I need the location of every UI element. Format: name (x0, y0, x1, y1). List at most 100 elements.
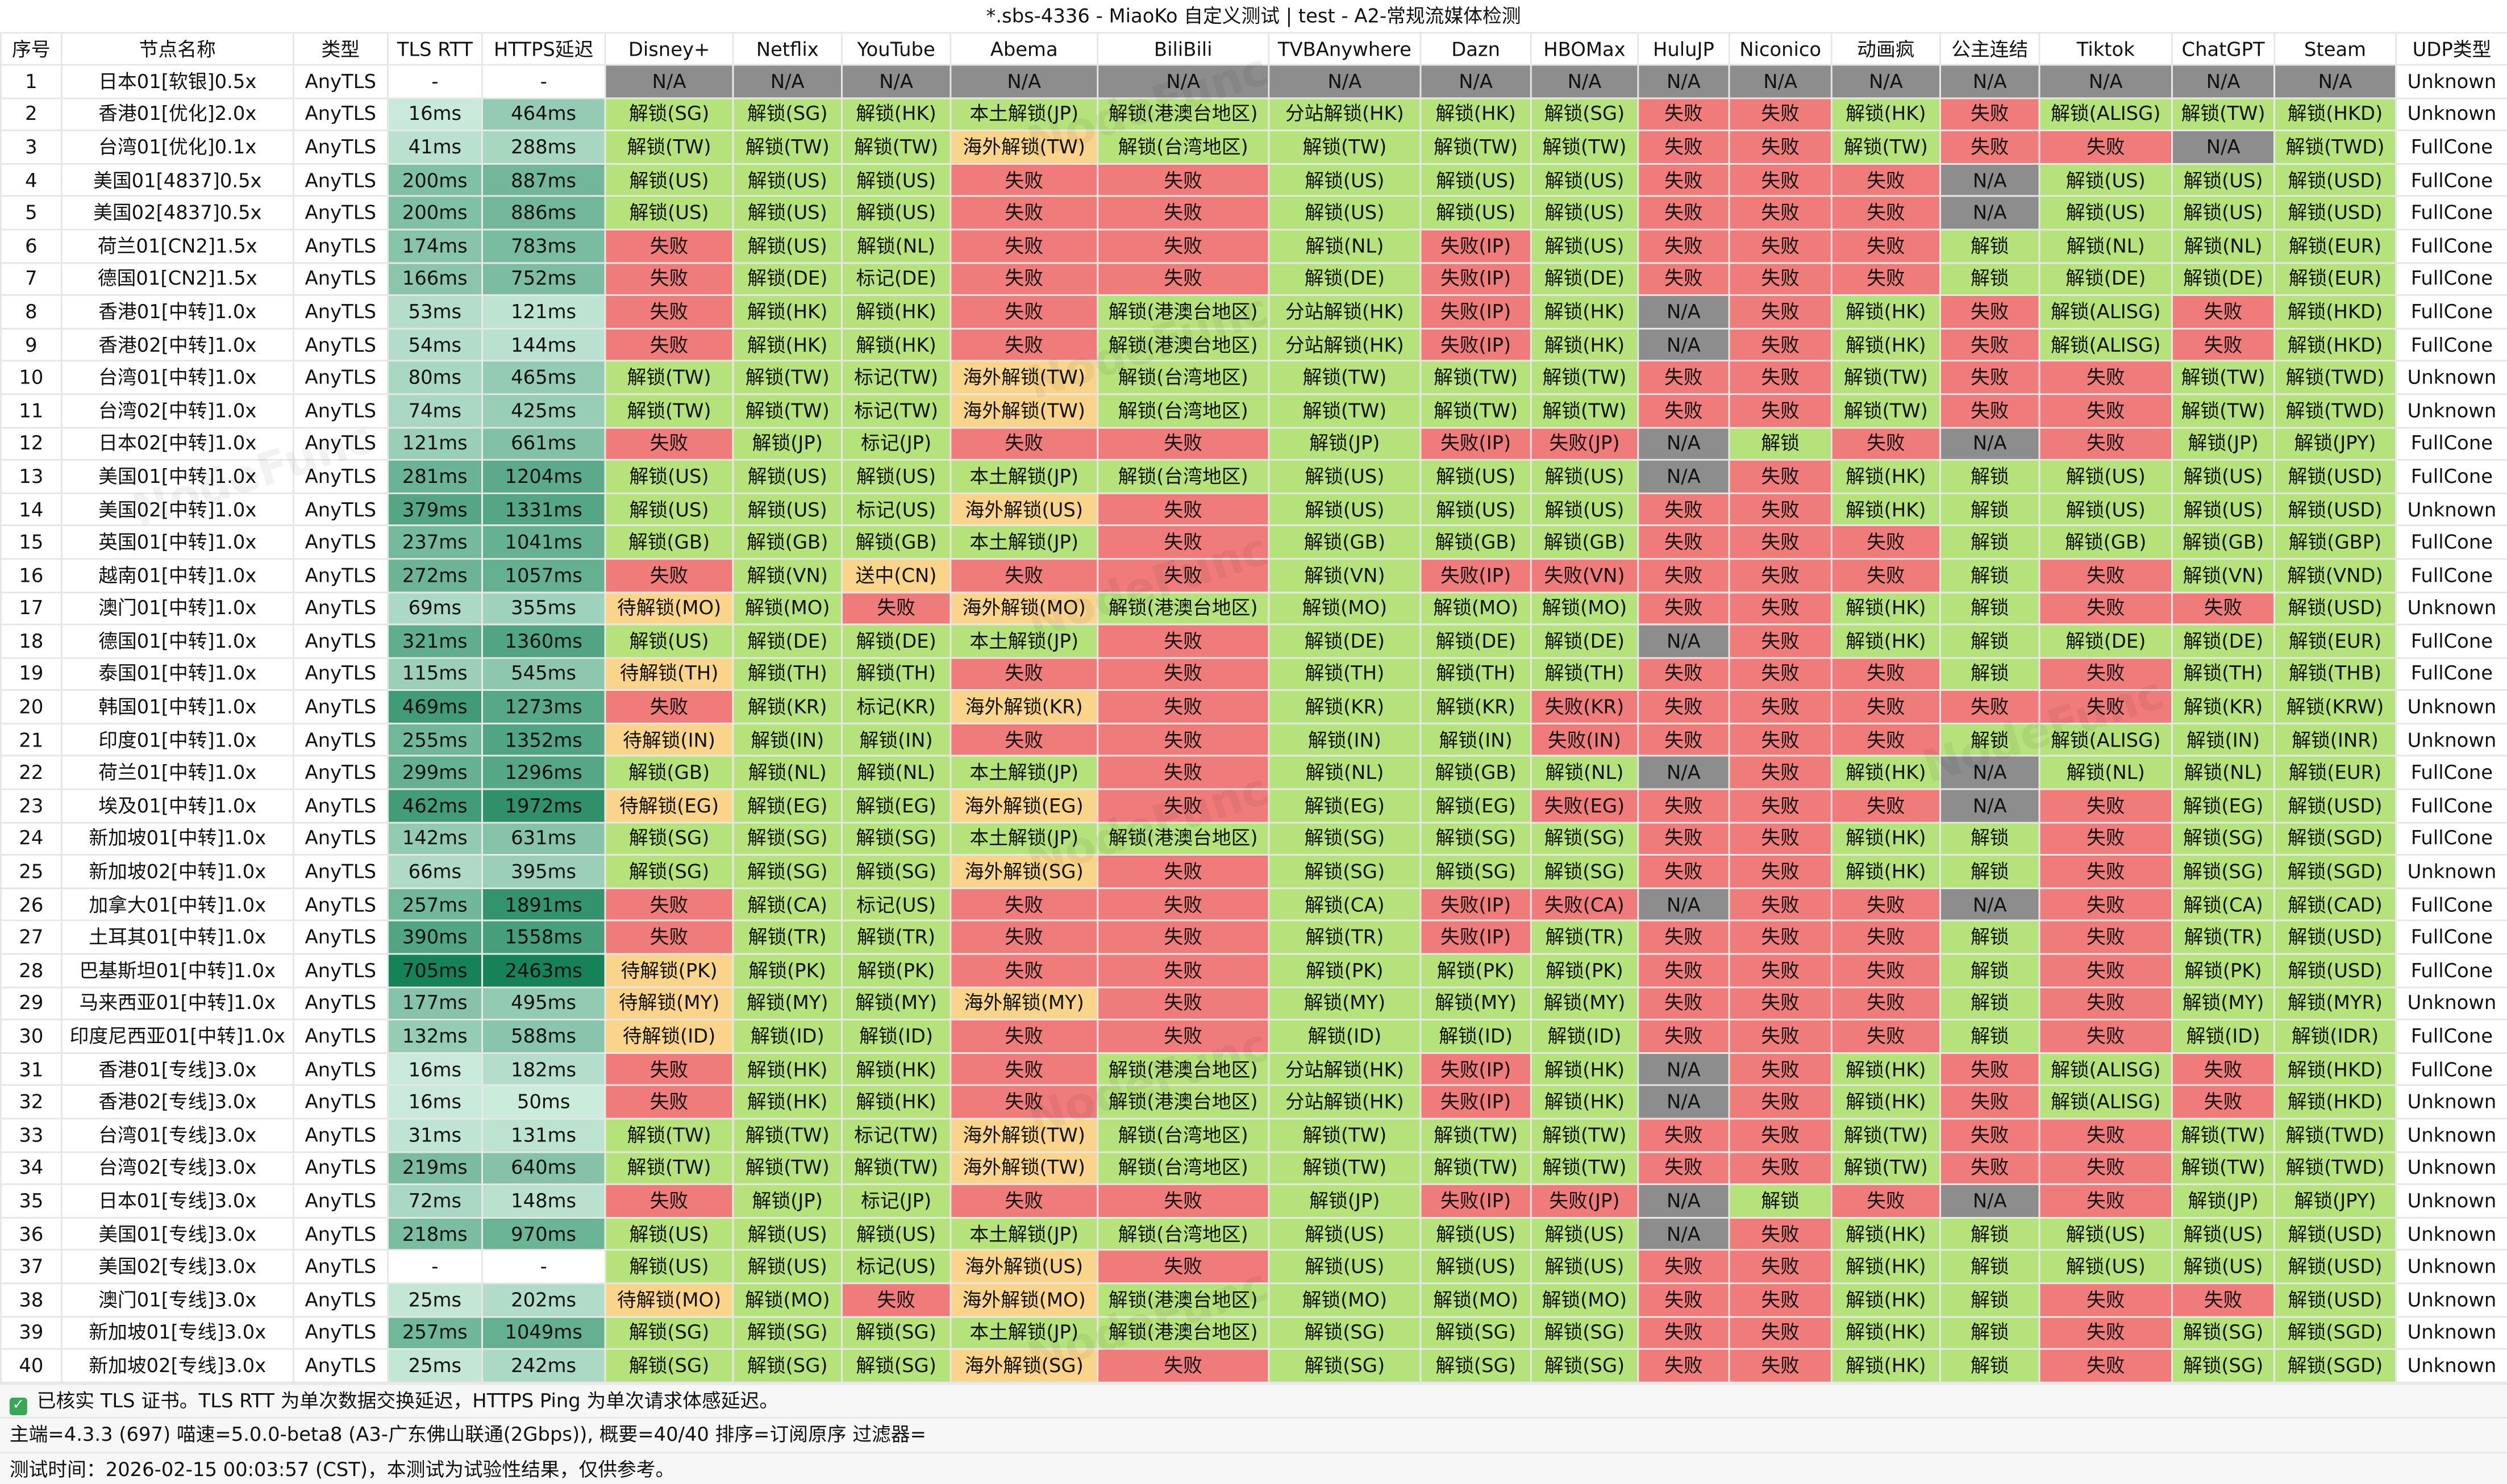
cell: 121ms (481, 294, 606, 330)
service-cell: 失败 (1830, 920, 1941, 955)
service-cell: 失败 (1728, 558, 1833, 593)
cell: AnyTLS (292, 195, 389, 231)
cell: 日本02[中转]1.0x (60, 426, 294, 461)
service-cell: 解锁(US) (2171, 492, 2276, 527)
service-cell: 解锁(US) (1419, 1216, 1532, 1252)
cell: 1331ms (481, 492, 606, 527)
cell: AnyTLS (292, 525, 389, 560)
service-cell: 失败 (1097, 986, 1270, 1021)
cell: 31 (0, 1052, 63, 1087)
service-cell: 失败 (1728, 459, 1833, 494)
cell: 美国01[4837]0.5x (60, 162, 294, 198)
service-cell: 失败 (1637, 722, 1730, 757)
service-cell: 失败 (1097, 558, 1270, 593)
service-cell: 解锁 (1939, 656, 2040, 691)
cell: 德国01[中转]1.0x (60, 624, 294, 658)
cell: 16ms (386, 1052, 483, 1087)
cell: AnyTLS (292, 1183, 389, 1219)
service-cell: 解锁(MY) (2171, 986, 2276, 1021)
cell: 1360ms (481, 624, 606, 658)
service-cell: 失败 (1830, 788, 1941, 823)
cell: AnyTLS (292, 1118, 389, 1153)
service-cell: 解锁 (1728, 1183, 1833, 1219)
column-header: 序号 (0, 32, 63, 66)
cell: FullCone (2395, 327, 2507, 362)
cell: 40 (0, 1348, 63, 1383)
service-cell: N/A (1097, 64, 1270, 99)
service-cell: 失败 (604, 558, 734, 593)
service-cell: 解锁(TW) (1830, 130, 1941, 165)
service-cell: 失败 (841, 1282, 952, 1318)
cell: 121ms (386, 426, 483, 461)
service-cell: 失败 (1637, 228, 1730, 264)
table-row: 15 英国01[中转]1.0x AnyTLS 237ms 1041ms 解锁(GB) 解锁(… (0, 525, 2507, 560)
service-cell: 解锁(JP) (2171, 426, 2276, 461)
service-cell: 解锁(US) (1419, 492, 1532, 527)
service-cell: 失败 (1637, 821, 1730, 856)
service-cell: 解锁(HK) (1830, 294, 1941, 330)
service-cell: 解锁(SG) (2171, 1348, 2276, 1383)
service-cell: 解锁(ALISG) (2038, 1085, 2173, 1120)
service-cell: 解锁(HKD) (2273, 97, 2397, 132)
service-cell: 解锁(JP) (1268, 1183, 1422, 1219)
table-row: 3 台湾01[优化]0.1x AnyTLS 41ms 288ms 解锁(TW) 解锁(TW)… (0, 130, 2507, 165)
cell: FullCone (2395, 1052, 2507, 1087)
service-cell: 海外解锁(TW) (950, 1150, 1099, 1186)
service-cell: 解锁(NL) (1268, 228, 1422, 264)
service-cell: 解锁(TW) (1830, 1150, 1941, 1186)
window-title: *.sbs-4336 - MiaoKo 自定义测试 | test - A2-常规… (0, 0, 2507, 32)
column-header: Tiktok (2038, 32, 2173, 66)
cell: 德国01[CN2]1.5x (60, 261, 294, 297)
cell: 887ms (481, 162, 606, 198)
service-cell: 解锁(USD) (2273, 459, 2397, 494)
cell: 台湾01[专线]3.0x (60, 1118, 294, 1153)
service-cell: 失败 (950, 261, 1099, 297)
service-cell: 解锁(港澳台地区) (1097, 97, 1270, 132)
cell: 美国01[专线]3.0x (60, 1216, 294, 1252)
cell: AnyTLS (292, 360, 389, 395)
cell: AnyTLS (292, 722, 389, 757)
cell: 加拿大01[中转]1.0x (60, 887, 294, 922)
service-cell: 失败 (1830, 195, 1941, 231)
service-cell: 失败 (1637, 261, 1730, 297)
service-cell: 解锁(CAD) (2273, 887, 2397, 922)
service-cell: 解锁(DE) (2171, 624, 2276, 658)
results-table: 序号 节点名称 类型 TLS RTT HTTPS延迟 Disney+ Netflix YouT… (0, 32, 2507, 1383)
service-cell: 解锁(US) (2038, 492, 2173, 527)
service-cell: 解锁(TW) (1268, 130, 1422, 165)
service-cell: 解锁(US) (1268, 195, 1422, 231)
service-cell: 失败 (1637, 360, 1730, 395)
service-cell: 失败 (1728, 1249, 1833, 1285)
cell: AnyTLS (292, 393, 389, 428)
service-cell: 解锁(HKD) (2273, 294, 2397, 330)
service-cell: 解锁(USD) (2273, 788, 2397, 823)
column-header: Niconico (1728, 32, 1833, 66)
service-cell: 解锁 (1939, 228, 2040, 264)
service-cell: 解锁(TR) (2171, 920, 2276, 955)
cell: 462ms (386, 788, 483, 823)
cell: 425ms (481, 393, 606, 428)
cell: AnyTLS (292, 64, 389, 99)
service-cell: 失败(IP) (1419, 327, 1532, 362)
service-cell: 解锁(TW) (2171, 1150, 2276, 1186)
cell: Unknown (2395, 1085, 2507, 1120)
service-cell: 解锁(港澳台地区) (1097, 821, 1270, 856)
service-cell: N/A (1939, 426, 2040, 461)
service-cell: 失败 (2038, 591, 2173, 626)
service-cell: 分站解锁(HK) (1268, 97, 1422, 132)
service-cell: 分站解锁(HK) (1268, 1052, 1422, 1087)
cell: 11 (0, 393, 63, 428)
service-cell: 失败 (950, 1085, 1099, 1120)
service-cell: 解锁(SG) (732, 1315, 843, 1350)
cell: FullCone (2395, 558, 2507, 593)
service-cell: 解锁(SG) (1268, 1348, 1422, 1383)
service-cell: 解锁(TW) (841, 1150, 952, 1186)
service-cell: 解锁(TW) (2171, 1118, 2276, 1153)
service-cell: 解锁 (1939, 1216, 2040, 1252)
service-cell: 解锁(TW) (1830, 360, 1941, 395)
service-cell: 解锁(ID) (1530, 1019, 1639, 1054)
table-row: 35 日本01[专线]3.0x AnyTLS 72ms 148ms 失败 解锁(JP) 标记(… (0, 1183, 2507, 1219)
service-cell: 解锁(HK) (1830, 1348, 1941, 1383)
service-cell: 解锁(HK) (841, 294, 952, 330)
service-cell: 失败(IP) (1419, 558, 1532, 593)
